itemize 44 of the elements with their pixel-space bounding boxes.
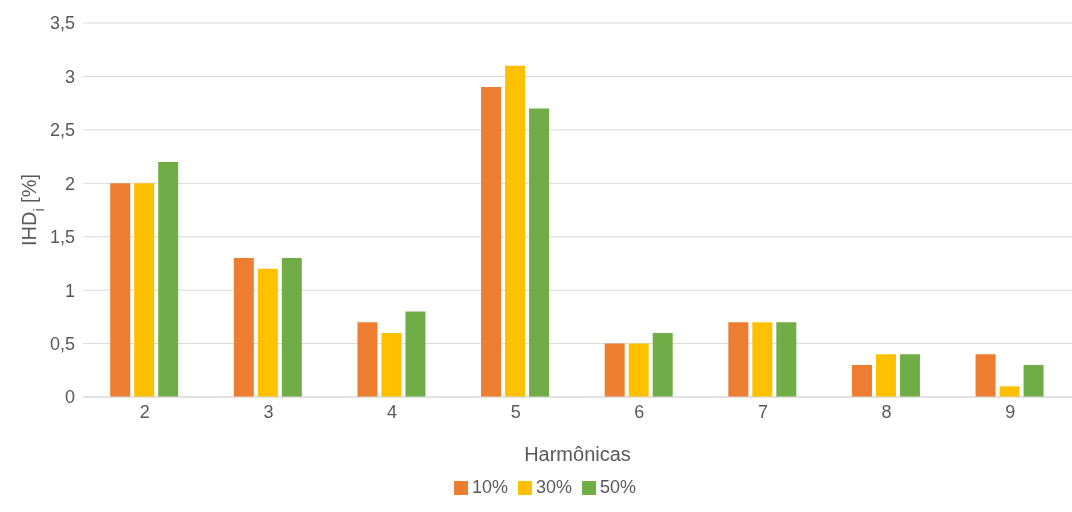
bar: [628, 343, 649, 397]
bar: [233, 258, 254, 397]
y-tick-label: 0: [64, 387, 75, 408]
y-tick-label: 1,5: [49, 227, 75, 248]
legend-label: 10%: [471, 477, 508, 497]
y-tick-label: 3,5: [49, 13, 75, 34]
bar: [529, 108, 550, 397]
y-tick-label: 2: [64, 173, 75, 194]
legend-label: 30%: [535, 477, 573, 497]
bar: [110, 183, 131, 397]
bar: [381, 332, 402, 397]
y-tick-label: 3: [64, 66, 75, 87]
y-tick-label: 1: [64, 280, 75, 301]
x-tick-label: 3: [263, 401, 274, 422]
bar: [752, 322, 773, 397]
bar: [652, 332, 673, 397]
y-tick-label: 2,5: [49, 120, 75, 141]
bar: [999, 386, 1020, 397]
bar: [405, 311, 426, 397]
bar: [481, 87, 502, 397]
bar: [281, 258, 302, 397]
bar: [728, 322, 749, 397]
x-tick-label: 7: [757, 401, 768, 422]
bar: [357, 322, 378, 397]
x-tick-label: 9: [1005, 401, 1016, 422]
bar: [975, 354, 996, 397]
x-axis-title: Harmônicas: [524, 443, 631, 466]
y-tick-label: 0,5: [49, 333, 75, 354]
x-tick-label: 2: [139, 401, 150, 422]
bar: [257, 268, 278, 397]
x-tick-label: 4: [387, 401, 398, 422]
bar: [134, 183, 155, 397]
legend-label: 50%: [600, 477, 637, 497]
bar: [158, 161, 179, 397]
x-tick-label: 8: [881, 401, 892, 422]
x-tick-label: 5: [510, 401, 521, 422]
bar: [851, 364, 872, 397]
bar: [604, 343, 625, 397]
x-tick-label: 6: [634, 401, 645, 422]
bar: [1023, 364, 1044, 397]
bar: [505, 65, 526, 397]
bar: [899, 354, 920, 397]
bar: [875, 354, 896, 397]
bar: [776, 322, 797, 397]
